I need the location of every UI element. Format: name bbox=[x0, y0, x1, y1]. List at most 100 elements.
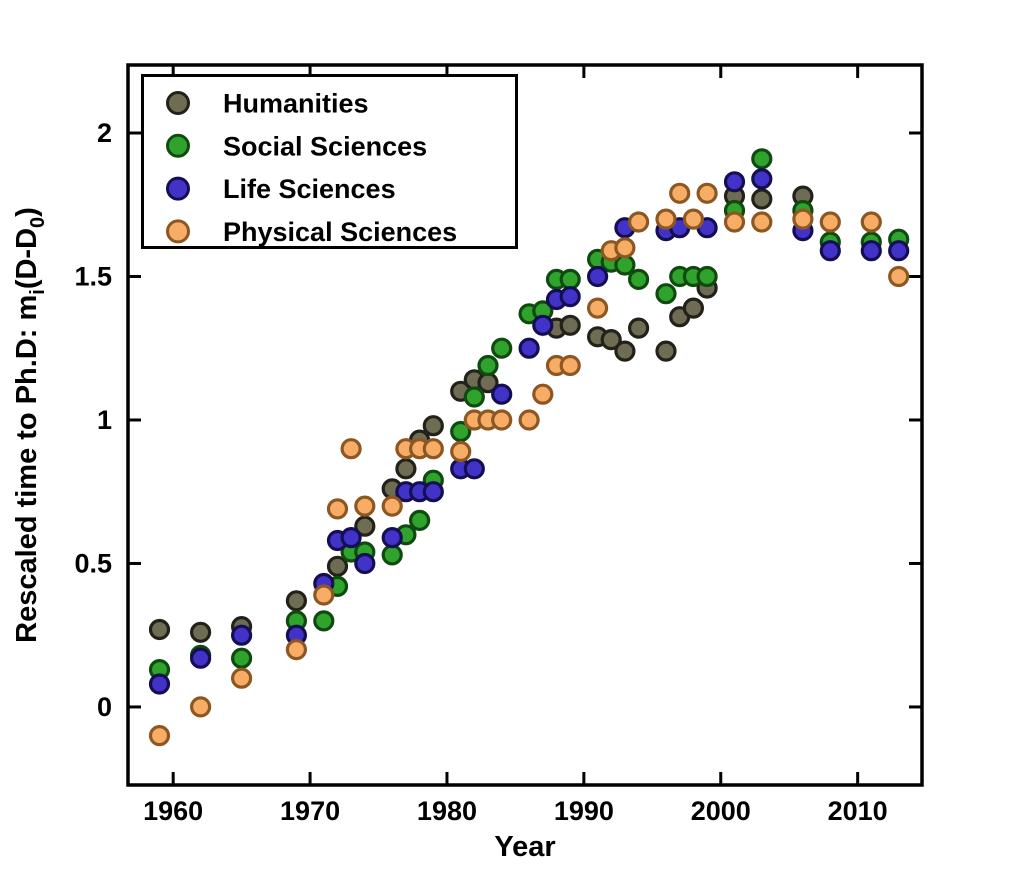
data-point bbox=[518, 337, 540, 359]
data-point bbox=[491, 337, 513, 359]
data-point bbox=[381, 495, 403, 517]
data-point bbox=[627, 211, 650, 233]
data-point bbox=[792, 208, 814, 230]
data-point bbox=[819, 211, 841, 233]
legend-label: Physical Sciences bbox=[223, 217, 457, 247]
data-point bbox=[696, 182, 718, 204]
y-tick-label: 1.5 bbox=[74, 261, 112, 291]
data-point bbox=[381, 526, 403, 549]
series-life-sciences bbox=[148, 168, 910, 695]
data-point bbox=[422, 481, 444, 503]
data-point bbox=[518, 409, 540, 431]
data-point bbox=[409, 509, 431, 532]
data-point bbox=[231, 647, 253, 669]
x-tick-label: 1960 bbox=[143, 796, 203, 826]
data-point bbox=[751, 148, 773, 170]
legend-marker-circle bbox=[166, 133, 190, 158]
data-point bbox=[354, 552, 376, 575]
y-tick-label: 0 bbox=[97, 692, 112, 722]
data-point bbox=[190, 621, 212, 643]
data-point bbox=[888, 240, 910, 262]
data-point bbox=[888, 265, 910, 288]
data-point bbox=[395, 458, 417, 480]
x-tick-label: 1970 bbox=[280, 796, 340, 826]
data-point bbox=[190, 647, 212, 669]
legend-items: Humanities Social Sciences Life Sciences Ph… bbox=[166, 89, 457, 247]
data-point bbox=[148, 724, 171, 747]
data-point bbox=[231, 624, 253, 646]
data-point bbox=[313, 610, 335, 632]
data-point bbox=[723, 171, 746, 193]
data-point bbox=[477, 354, 499, 377]
tick-labels: 1960 1970 1980 1990 2000 2010 0 0.5 1 1.5 2 bbox=[74, 118, 887, 826]
data-point bbox=[559, 286, 581, 308]
data-point bbox=[655, 208, 677, 230]
data-point bbox=[285, 638, 307, 661]
data-point bbox=[696, 265, 718, 288]
data-point bbox=[491, 383, 513, 405]
data-point bbox=[627, 317, 650, 339]
data-point bbox=[231, 667, 253, 689]
data-point bbox=[340, 526, 362, 549]
data-point bbox=[354, 515, 376, 537]
series-physical-sciences bbox=[148, 182, 910, 747]
legend-label: Life Sciences bbox=[223, 174, 396, 204]
data-point bbox=[614, 254, 636, 276]
data-point bbox=[450, 440, 472, 463]
axis-box bbox=[126, 63, 924, 787]
legend-marker-circle bbox=[166, 176, 190, 201]
data-point bbox=[491, 409, 513, 431]
x-tick-label: 2010 bbox=[828, 796, 888, 826]
data-point bbox=[285, 590, 307, 612]
data-point bbox=[559, 314, 581, 336]
legend-marker-circle bbox=[166, 219, 190, 244]
y-tick-label: 2 bbox=[97, 118, 112, 148]
legend-item: Social Sciences bbox=[166, 131, 427, 161]
data-point bbox=[751, 188, 773, 210]
data-point bbox=[682, 297, 705, 319]
data-point bbox=[148, 618, 171, 641]
data-point bbox=[532, 314, 554, 336]
legend-item: Physical Sciences bbox=[166, 217, 457, 247]
x-axis-label: Year bbox=[494, 831, 555, 863]
legend-label: Humanities bbox=[223, 89, 369, 119]
data-point bbox=[669, 182, 691, 204]
data-point bbox=[463, 386, 485, 408]
data-point bbox=[627, 268, 650, 290]
data-point bbox=[860, 240, 882, 262]
data-point bbox=[148, 673, 171, 695]
data-point bbox=[614, 340, 636, 362]
data-points bbox=[148, 148, 910, 747]
data-point bbox=[422, 438, 444, 460]
legend: Humanities Social Sciences Life Sciences Ph… bbox=[141, 74, 518, 249]
data-point bbox=[682, 208, 705, 230]
data-point bbox=[422, 415, 444, 437]
data-point bbox=[313, 584, 335, 606]
data-point bbox=[751, 168, 773, 190]
x-tick-label: 1980 bbox=[417, 796, 477, 826]
data-point bbox=[190, 696, 212, 718]
legend-box bbox=[141, 74, 518, 249]
data-point bbox=[751, 211, 773, 233]
data-point bbox=[340, 438, 362, 460]
data-point bbox=[723, 211, 746, 233]
data-point bbox=[463, 458, 485, 480]
data-point bbox=[655, 340, 677, 362]
data-point bbox=[559, 354, 581, 377]
legend-item: Life Sciences bbox=[166, 174, 396, 204]
data-point bbox=[655, 283, 677, 305]
data-point bbox=[354, 495, 376, 517]
x-tick-label: 2000 bbox=[691, 796, 751, 826]
data-point bbox=[532, 383, 554, 405]
y-tick-label: 0.5 bbox=[74, 548, 112, 578]
data-point bbox=[860, 211, 882, 233]
data-point bbox=[586, 265, 609, 288]
legend-label: Social Sciences bbox=[223, 131, 427, 161]
legend-marker-circle bbox=[166, 91, 190, 115]
data-point bbox=[381, 544, 403, 566]
data-point bbox=[559, 268, 581, 290]
data-point bbox=[819, 240, 841, 262]
y-tick-label: 1 bbox=[97, 405, 112, 435]
